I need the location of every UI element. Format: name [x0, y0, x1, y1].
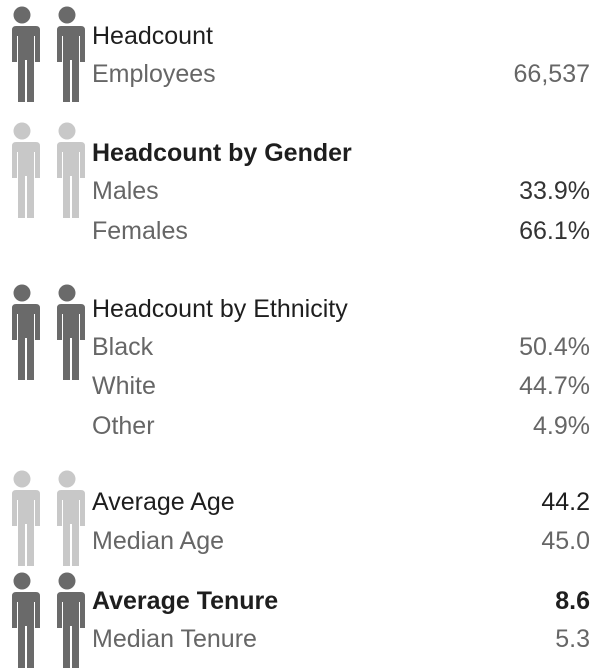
section-title: Average Tenure 8.6	[92, 585, 590, 617]
row-value: 66,537	[513, 60, 590, 88]
row: White 44.7%	[92, 370, 590, 402]
row-label: Black	[92, 333, 154, 361]
row: Median Tenure 5.3	[92, 623, 590, 655]
title-label: Average Tenure	[92, 587, 279, 615]
row-label: Median Tenure	[92, 625, 257, 653]
row-value: 33.9%	[519, 177, 590, 205]
section-title: Headcount by Gender	[92, 139, 352, 167]
row: Black 50.4%	[92, 331, 590, 363]
row: Males 33.9%	[92, 175, 590, 207]
row-value: 66.1%	[519, 217, 590, 245]
section-title: Headcount by Ethnicity	[92, 295, 348, 323]
row: Other 4.9%	[92, 410, 590, 442]
row-value: 45.0	[541, 527, 590, 555]
row-value: 5.3	[555, 625, 590, 653]
row: Employees 66,537	[92, 58, 590, 90]
people-icon	[8, 284, 85, 380]
title-value: 8.6	[555, 587, 590, 615]
row-value: 50.4%	[519, 333, 590, 361]
row-value: 44.7%	[519, 372, 590, 400]
title-value: 44.2	[541, 488, 590, 516]
row-label: Females	[92, 217, 188, 245]
section-title: Headcount	[92, 22, 213, 50]
row: Median Age 45.0	[92, 525, 590, 557]
row-label: Males	[92, 177, 159, 205]
row-label: Employees	[92, 60, 216, 88]
row-label: Other	[92, 412, 155, 440]
people-icon	[8, 572, 85, 668]
section-title: Average Age 44.2	[92, 486, 590, 518]
row: Females 66.1%	[92, 215, 590, 247]
people-icon	[8, 470, 85, 566]
people-icon	[8, 6, 85, 102]
row-label: White	[92, 372, 156, 400]
row-label: Median Age	[92, 527, 225, 555]
row-value: 4.9%	[533, 412, 590, 440]
people-icon	[8, 122, 85, 218]
title-label: Average Age	[92, 488, 235, 516]
